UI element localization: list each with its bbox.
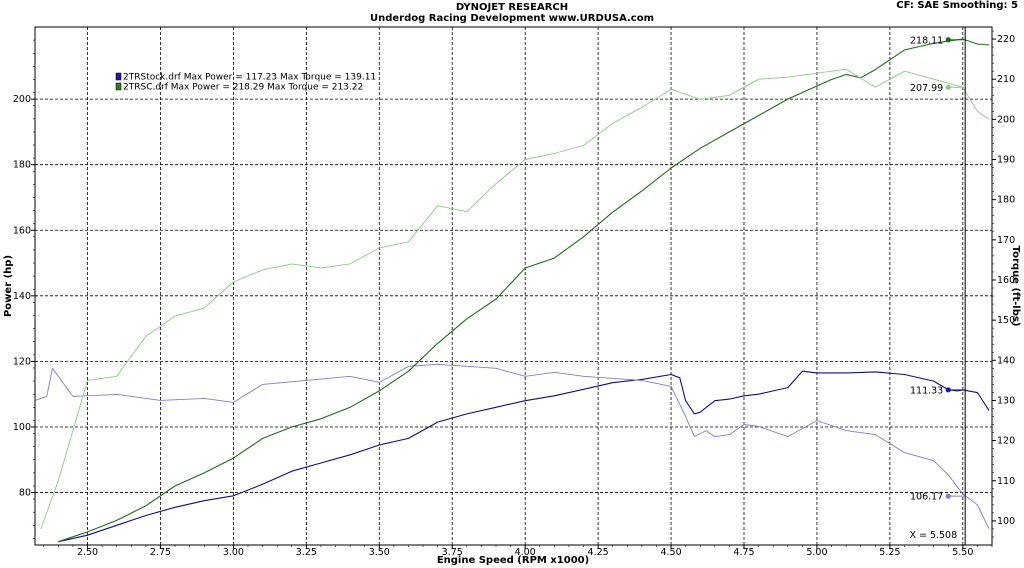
x-tick-label: 5.25 xyxy=(879,547,900,558)
grid-lines xyxy=(35,27,992,545)
right-tick-label: 150 xyxy=(997,315,1015,326)
correction-settings: CF: SAE Smoothing: 5 xyxy=(896,0,1018,11)
legend-swatch xyxy=(115,72,122,81)
right-tick-label: 130 xyxy=(997,395,1015,406)
right-tick-label: 140 xyxy=(997,355,1015,366)
marker-value: 218.11 xyxy=(910,35,943,46)
right-tick-label: 160 xyxy=(997,275,1015,286)
x-tick-label: 5.50 xyxy=(952,547,973,558)
legend: 2TRStock.drf Max Power = 117.23 Max Torq… xyxy=(115,72,376,93)
right-tick-label: 180 xyxy=(997,195,1015,206)
left-tick-label: 200 xyxy=(13,94,31,105)
legend-entry: 2TRSC.drf Max Power = 218.29 Max Torque … xyxy=(123,83,363,93)
right-tick-label: 170 xyxy=(997,235,1015,246)
marker-value: 106.17 xyxy=(910,492,943,503)
x-tick-label: 4.00 xyxy=(515,547,536,558)
left-tick-label: 140 xyxy=(13,291,31,302)
series-group xyxy=(34,38,990,543)
marker-value: 111.33 xyxy=(910,385,943,396)
legend-entry: 2TRStock.drf Max Power = 117.23 Max Torq… xyxy=(123,73,376,83)
left-tick-label: 80 xyxy=(19,488,31,499)
x-tick-label: 5.00 xyxy=(806,547,827,558)
x-tick-label: 4.50 xyxy=(660,547,681,558)
marker-dot xyxy=(945,37,951,43)
right-tick-label: 110 xyxy=(997,476,1015,487)
left-tick-label: 160 xyxy=(13,225,31,236)
left-axis-label: Power (hp) xyxy=(3,255,14,317)
series-line-2trsc-drf-torque xyxy=(40,68,990,530)
x-tick-label: 3.00 xyxy=(223,547,244,558)
plot-background xyxy=(35,27,992,545)
chart-title: DYNOJET RESEARCH xyxy=(455,2,569,13)
marker-value: 207.99 xyxy=(910,83,943,94)
series-line-2trstock-drf-power xyxy=(58,370,990,543)
plot-frame xyxy=(34,26,993,546)
cursor-readout: X = 5.508 xyxy=(909,530,957,541)
x-tick-label: 2.75 xyxy=(150,547,171,558)
x-tick-label: 3.75 xyxy=(442,547,463,558)
x-tick-label: 3.25 xyxy=(296,547,317,558)
right-tick-label: 100 xyxy=(997,516,1015,527)
x-axis-ticks: 2.50 2.75 3.00 3.25 3.50 3.75 4.00 4.25 4.50 4.75… xyxy=(43,545,993,558)
right-tick-label: 220 xyxy=(997,34,1015,45)
x-axis-label: Engine Speed (RPM x1000) xyxy=(437,555,589,566)
right-axis-label: Torque (ft-lbs) xyxy=(1010,246,1021,327)
series-line-2trstock-drf-torque xyxy=(34,363,990,530)
x-tick-label: 4.75 xyxy=(733,547,754,558)
right-tick-label: 190 xyxy=(997,155,1015,166)
marker-dot xyxy=(945,493,951,499)
series-line-2trsc-drf-power xyxy=(58,38,990,543)
marker-dot xyxy=(945,84,951,90)
marker-dot xyxy=(945,387,951,393)
chart-subtitle: Underdog Racing Development www.URDUSA.c… xyxy=(369,13,655,24)
right-axis-ticks: 100 110 120 130 140 150 160 170 180 190 200 210 220 xyxy=(992,30,1015,538)
right-tick-label: 210 xyxy=(997,74,1015,85)
x-tick-label: 2.50 xyxy=(77,547,98,558)
left-axis-ticks: 80 100 120 140 160 180 200 xyxy=(13,39,35,539)
x-tick-label: 4.25 xyxy=(588,547,609,558)
right-tick-label: 120 xyxy=(997,436,1015,447)
left-tick-label: 120 xyxy=(13,356,31,367)
annotations: 218.11 207.99 111.33 106.17 X = 5.508 xyxy=(909,27,966,545)
legend-swatch xyxy=(115,82,122,91)
x-tick-label: 3.50 xyxy=(369,547,390,558)
left-tick-label: 100 xyxy=(13,422,31,433)
left-tick-label: 180 xyxy=(13,160,31,171)
right-tick-label: 200 xyxy=(997,114,1015,125)
